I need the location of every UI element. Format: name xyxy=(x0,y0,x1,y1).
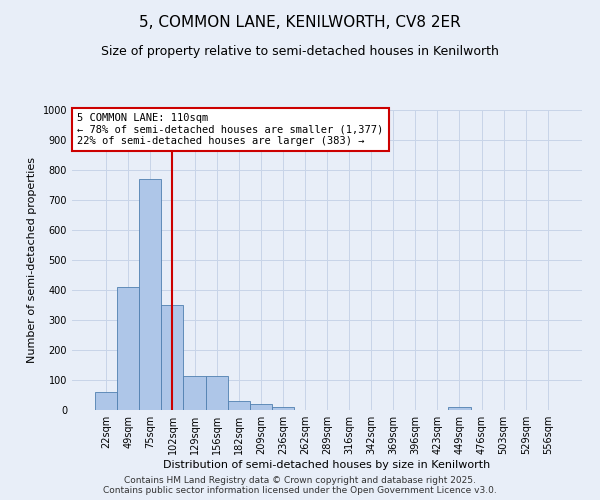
Bar xyxy=(117,287,139,410)
Text: 5, COMMON LANE, KENILWORTH, CV8 2ER: 5, COMMON LANE, KENILWORTH, CV8 2ER xyxy=(139,15,461,30)
X-axis label: Distribution of semi-detached houses by size in Kenilworth: Distribution of semi-detached houses by … xyxy=(163,460,491,470)
Text: Size of property relative to semi-detached houses in Kenilworth: Size of property relative to semi-detach… xyxy=(101,45,499,58)
Bar xyxy=(250,404,272,410)
Text: 5 COMMON LANE: 110sqm
← 78% of semi-detached houses are smaller (1,377)
22% of s: 5 COMMON LANE: 110sqm ← 78% of semi-deta… xyxy=(77,113,383,146)
Bar xyxy=(206,376,227,410)
Bar xyxy=(448,407,470,410)
Y-axis label: Number of semi-detached properties: Number of semi-detached properties xyxy=(27,157,37,363)
Bar xyxy=(139,179,161,410)
Bar xyxy=(227,401,250,410)
Bar xyxy=(272,407,294,410)
Bar xyxy=(184,376,206,410)
Bar xyxy=(161,305,184,410)
Text: Contains HM Land Registry data © Crown copyright and database right 2025.
Contai: Contains HM Land Registry data © Crown c… xyxy=(103,476,497,495)
Bar xyxy=(95,392,117,410)
